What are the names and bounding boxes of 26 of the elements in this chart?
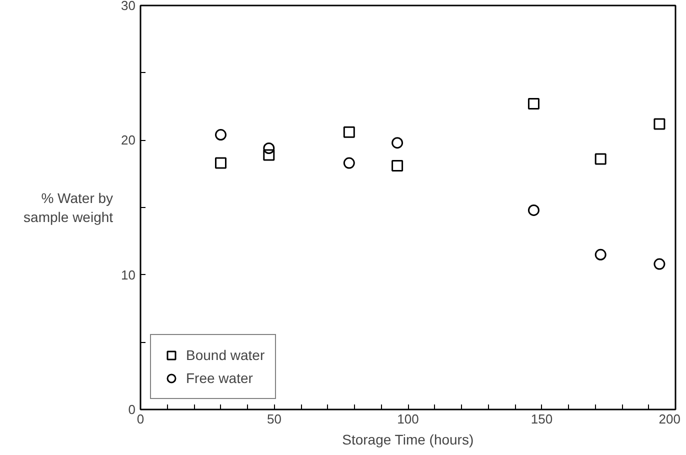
point (263, 149, 275, 161)
point (392, 160, 404, 172)
x-tick-label: 50 (267, 412, 282, 426)
point (594, 248, 606, 260)
y-tick-label: 10 (121, 267, 136, 282)
y-tick-label: 0 (128, 402, 136, 417)
point (528, 204, 540, 216)
x-tick-label: 200 (658, 412, 681, 426)
point (594, 153, 606, 165)
point (392, 137, 404, 149)
x-axis-title: Storage Time (hours) (342, 432, 474, 448)
point (654, 258, 666, 270)
point (215, 129, 226, 141)
y-tick-label: 20 (121, 132, 136, 148)
x-tick-label: 150 (530, 412, 553, 426)
y-axis-title: % Water by sample weight (24, 190, 114, 226)
point (528, 98, 540, 110)
point (343, 126, 355, 138)
legend-label: Bound water (186, 347, 265, 363)
point (654, 118, 666, 130)
point (263, 142, 275, 154)
point (215, 157, 226, 169)
legend-label: Free water (186, 370, 253, 386)
y-tick-label: 30 (121, 0, 136, 13)
point (343, 157, 355, 169)
x-tick-label: 100 (397, 412, 419, 426)
